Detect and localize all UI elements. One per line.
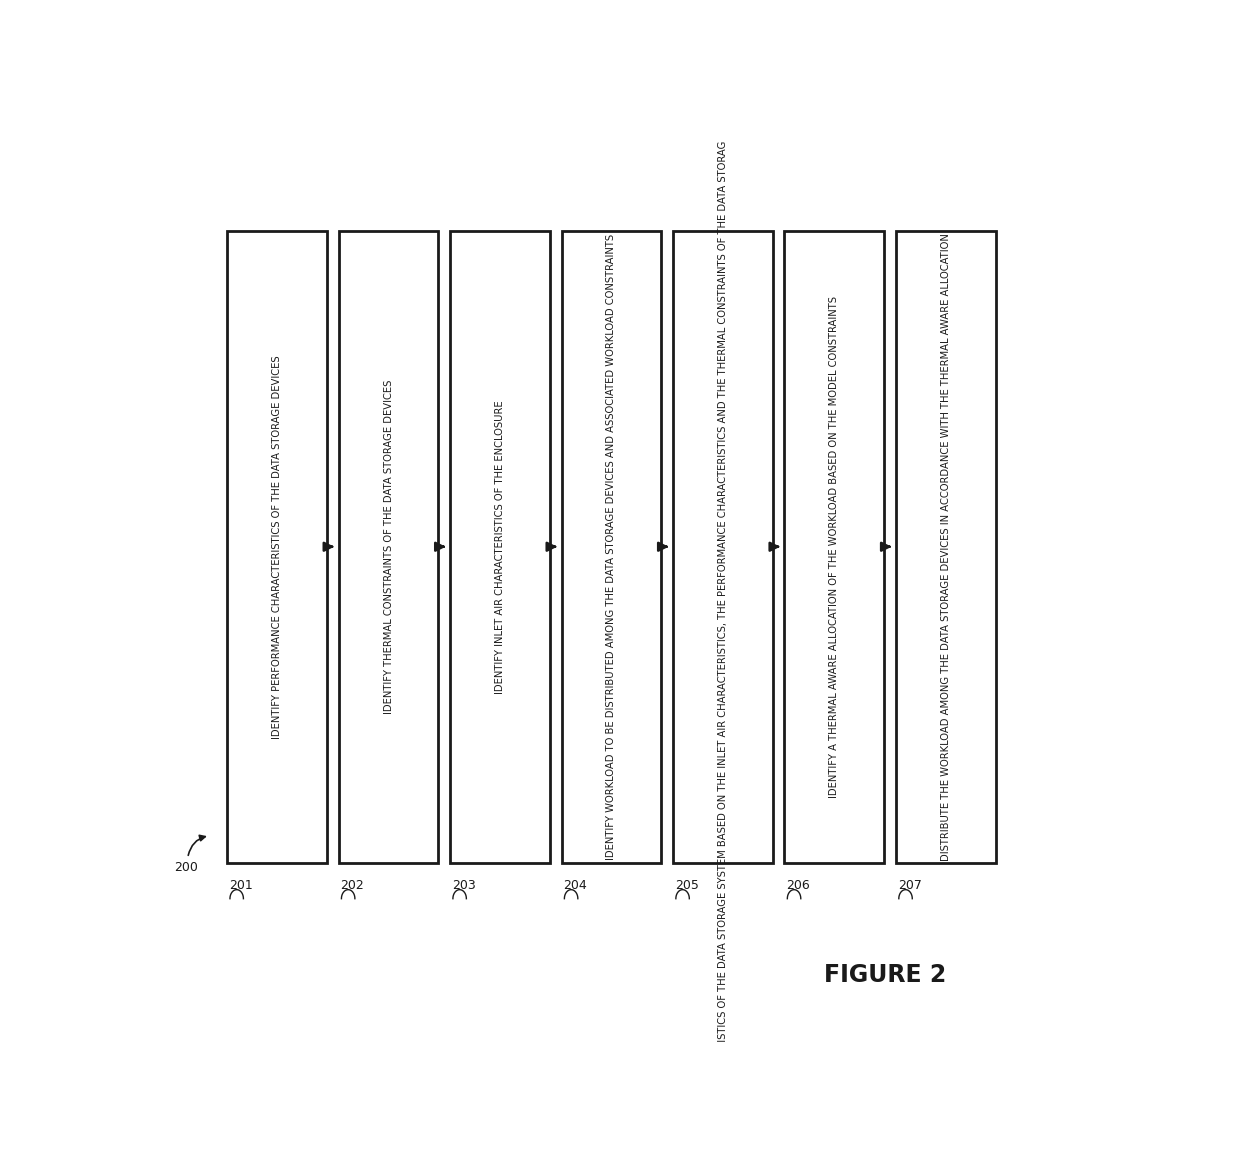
Text: 203: 203 [451,879,476,892]
Text: IDENTIFY WORKLOAD TO BE DISTRIBUTED AMONG THE DATA STORAGE DEVICES AND ASSOCIATE: IDENTIFY WORKLOAD TO BE DISTRIBUTED AMON… [606,233,616,860]
Text: 202: 202 [341,879,365,892]
Text: 207: 207 [898,879,921,892]
Text: IDENTIFY PERFORMANCE CHARACTERISTICS OF THE DATA STORAGE DEVICES: IDENTIFY PERFORMANCE CHARACTERISTICS OF … [272,355,281,738]
Text: FIGURE 2: FIGURE 2 [825,963,946,987]
Text: IDENTIFY INLET AIR CHARACTERISTICS OF THE ENCLOSURE: IDENTIFY INLET AIR CHARACTERISTICS OF TH… [495,400,505,694]
Text: IDENTIFY THERMAL CONSTRAINTS OF THE DATA STORAGE DEVICES: IDENTIFY THERMAL CONSTRAINTS OF THE DATA… [383,380,393,714]
Bar [562,231,661,863]
Bar [339,231,439,863]
Text: MODEL THERMAL CHARACTERISTICS OF THE DATA STORAGE SYSTEM BASED ON THE INLET AIR : MODEL THERMAL CHARACTERISTICS OF THE DAT… [718,0,728,1172]
Text: DISTRIBUTE THE WORKLOAD AMONG THE DATA STORAGE DEVICES IN ACCORDANCE WITH THE TH: DISTRIBUTE THE WORKLOAD AMONG THE DATA S… [941,233,951,860]
Text: 200: 200 [174,860,197,873]
Bar [227,231,327,863]
Bar [673,231,773,863]
Bar [785,231,884,863]
Bar [450,231,551,863]
Bar [897,231,996,863]
Text: 206: 206 [786,879,810,892]
Text: 204: 204 [563,879,588,892]
Text: 201: 201 [229,879,253,892]
Text: IDENTIFY A THERMAL AWARE ALLOCATION OF THE WORKLOAD BASED ON THE MODEL CONSTRAIN: IDENTIFY A THERMAL AWARE ALLOCATION OF T… [830,295,839,798]
Text: 205: 205 [675,879,699,892]
